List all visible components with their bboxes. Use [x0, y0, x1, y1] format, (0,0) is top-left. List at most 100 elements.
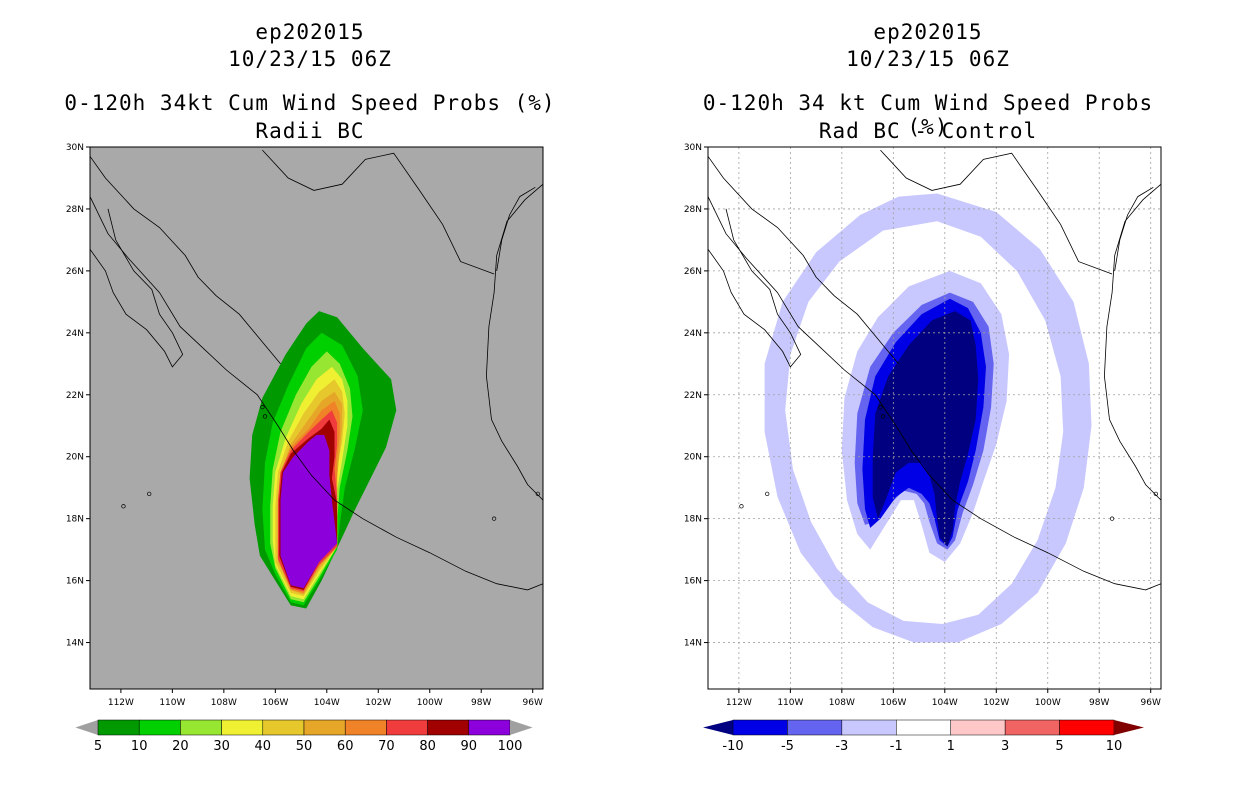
right-lon-label-5: 102W	[983, 698, 1009, 708]
right-lat-label-2: 26N	[684, 267, 702, 277]
left-island-1	[121, 504, 126, 509]
left-lon-label-8: 96W	[523, 698, 543, 708]
left-contour-9	[280, 435, 338, 589]
right-island-0	[765, 491, 770, 497]
right-lat-label-0: 30N	[684, 143, 702, 153]
right-lon-label-8: 96W	[1141, 698, 1161, 708]
left-island-5	[535, 491, 541, 497]
right-coastline-1	[707, 156, 899, 365]
right-lon-label-7: 98W	[1089, 698, 1109, 708]
cb-right-swatch-1	[787, 719, 843, 736]
cb-left-swatch-1	[138, 719, 181, 736]
cb-left-swatch-5	[303, 719, 346, 736]
cb-left-label-6: 60	[337, 739, 354, 754]
cb-left-label-9: 90	[461, 739, 478, 754]
cb-right-label-3: -1	[890, 739, 903, 754]
left-lon-label-4: 104W	[314, 698, 340, 708]
cb-left-swatch-7	[386, 719, 428, 736]
left-lon-label-1: 110W	[159, 698, 185, 708]
right-coastline-0	[707, 196, 1162, 591]
right-island-1	[739, 504, 744, 509]
left-island-2	[260, 405, 265, 410]
cb-left-over-arrow	[510, 720, 533, 735]
left-lon-label-5: 102W	[365, 698, 391, 708]
cb-right-label-4: 1	[947, 739, 955, 754]
cb-left-swatch-9	[468, 719, 511, 736]
right-subtitle: Rad BC - Control	[818, 119, 1038, 143]
cb-left-label-0: 5	[94, 739, 102, 754]
left-lat-label-8: 14N	[66, 639, 84, 649]
left-lon-label-2: 108W	[211, 698, 237, 708]
right-island-2	[878, 405, 883, 410]
left-lat-label-3: 24N	[66, 329, 84, 339]
cb-right-swatch-0	[732, 719, 788, 736]
cb-right-swatch-4	[950, 719, 1006, 736]
left-storm-id: ep202015	[255, 20, 365, 44]
left-coastline-4	[262, 149, 495, 275]
cb-left-label-7: 70	[378, 739, 395, 754]
left-coastline-1	[89, 156, 281, 365]
cb-right-over-arrow	[1114, 720, 1144, 735]
left-title: 0-120h 34kt Cum Wind Speed Probs (%)	[64, 91, 556, 115]
cb-right-label-6: 5	[1055, 739, 1063, 754]
right-lat-label-6: 18N	[684, 515, 702, 525]
left-coastline-3	[485, 183, 544, 501]
cb-left-swatch-8	[427, 719, 470, 736]
right-lat-label-7: 16N	[684, 577, 702, 587]
cb-left-swatch-4	[262, 719, 305, 736]
right-colorbar: -10 -5 -3 -1 1 3 5 10	[703, 719, 1144, 754]
cb-right-swatch-6	[1059, 719, 1115, 736]
cb-left-label-3: 30	[213, 739, 230, 754]
cb-left-label-5: 50	[296, 739, 313, 754]
cb-left-swatch-2	[180, 719, 222, 736]
cb-right-label-5: 3	[1001, 739, 1009, 754]
right-contour-5	[872, 311, 979, 547]
left-island-0	[147, 491, 152, 497]
right-storm-id: ep202015	[873, 20, 983, 44]
right-lon-label-0: 112W	[726, 698, 752, 708]
right-lon-label-4: 104W	[932, 698, 958, 708]
cb-right-under-arrow	[703, 720, 733, 735]
left-subtitle: Radii BC	[255, 119, 365, 143]
left-coastline-5	[496, 186, 536, 271]
right-coastline-4	[880, 149, 1113, 275]
cb-right-swatch-3	[896, 719, 951, 736]
left-island-3	[262, 414, 268, 419]
right-lon-label-1: 110W	[777, 698, 803, 708]
left-lon-label-0: 112W	[108, 698, 134, 708]
left-lat-label-1: 28N	[66, 205, 84, 215]
left-coastline-0	[89, 196, 544, 591]
right-lon-label-3: 106W	[880, 698, 906, 708]
left-lat-label-5: 20N	[66, 453, 84, 463]
right-title: 0-120h 34 kt Cum Wind Speed Probs (%)	[702, 91, 1154, 139]
left-lat-label-4: 22N	[66, 391, 84, 401]
cb-right-label-7: 10	[1106, 739, 1123, 754]
right-lat-label-3: 24N	[684, 329, 702, 339]
cb-right-label-0: -10	[722, 739, 743, 754]
right-coastline-2	[707, 208, 802, 368]
right-island-3	[880, 414, 886, 419]
right-map-frame	[707, 146, 1162, 690]
left-map-frame	[89, 146, 544, 690]
left-coastline-2	[89, 208, 184, 368]
left-lat-label-7: 16N	[66, 577, 84, 587]
right-lat-label-1: 28N	[684, 205, 702, 215]
cb-left-under-arrow	[75, 720, 98, 735]
left-island-4	[491, 516, 497, 521]
right-difference-map: 112W 110W 108W 106W 104W 102W 100W 98W 96W 30N 28N…	[684, 143, 1162, 708]
cb-left-swatch-3	[221, 719, 264, 736]
right-lat-label-8: 14N	[684, 639, 702, 649]
left-colorbar: 5 10 20 30 40 50 60 70 80 90 100	[75, 719, 533, 754]
cb-left-label-1: 10	[131, 739, 148, 754]
cb-right-label-1: -5	[781, 739, 794, 754]
cb-right-swatch-5	[1004, 719, 1060, 736]
cb-left-label-2: 20	[172, 739, 189, 754]
cb-right-swatch-2	[841, 719, 897, 736]
cb-left-label-8: 80	[419, 739, 436, 754]
cb-left-swatch-6	[344, 719, 387, 736]
left-lat-label-6: 18N	[66, 515, 84, 525]
left-lon-label-3: 106W	[262, 698, 288, 708]
left-probability-map: 112W 110W 108W 106W 104W 102W 100W 98W 96W 30N 28N…	[66, 143, 544, 708]
left-lat-label-2: 26N	[66, 267, 84, 277]
right-datetime: 10/23/15 06Z	[846, 47, 1010, 71]
